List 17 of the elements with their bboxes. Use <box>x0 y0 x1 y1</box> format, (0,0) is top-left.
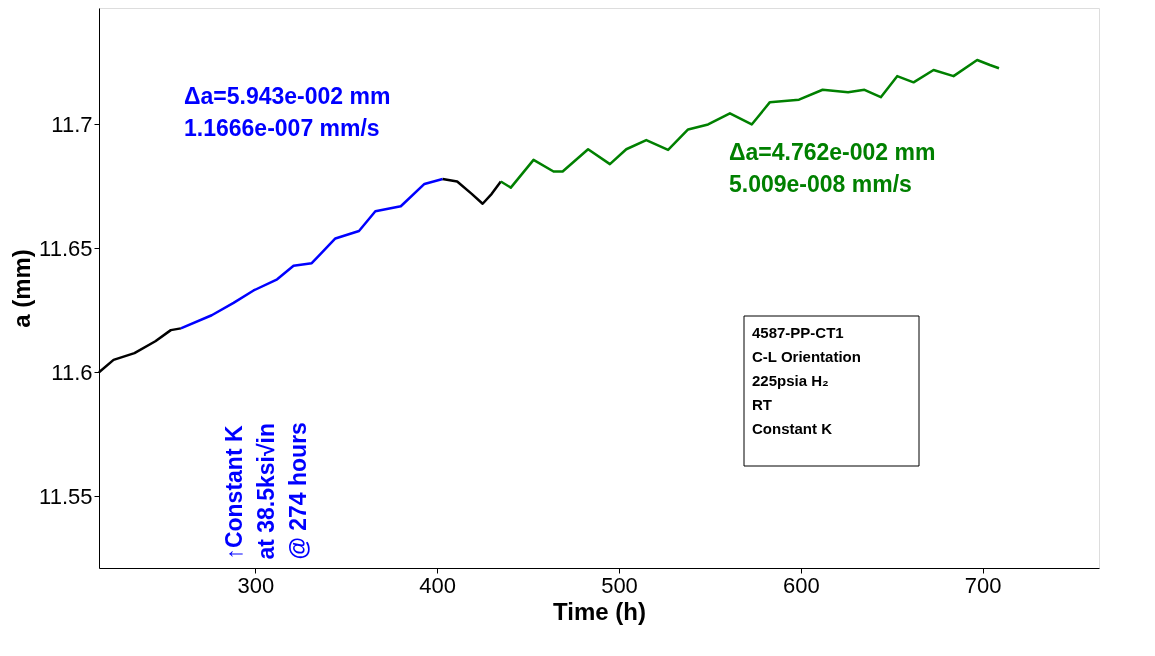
annotation: ↑Constant K at 38.5ksi√in @ 274 hours <box>221 422 311 560</box>
x-tick-label: 500 <box>601 572 638 598</box>
y-axis-title: a (mm) <box>8 249 36 328</box>
y-tick-label: 11.55 <box>39 483 93 509</box>
annotation: Δa=5.943e-002 mm 1.1666e-007 mm/s <box>184 83 391 142</box>
x-tick-label: 700 <box>964 572 1002 598</box>
y-tick-label: 11.65 <box>39 235 93 261</box>
x-tick-label: 600 <box>782 572 820 598</box>
x-tick-label: 300 <box>237 572 275 598</box>
line-series <box>179 177 444 330</box>
y-tick-label: 11.6 <box>51 359 93 385</box>
line-series <box>441 177 503 205</box>
x-axis-title: Time (h) <box>553 597 646 625</box>
annotation: 4587-PP-CT1 C-L Orientation 225psia H₂ RT Constant K <box>752 324 861 437</box>
x-tick-label: 400 <box>419 572 457 598</box>
y-tick-label: 11.7 <box>51 111 93 137</box>
annotation: Δa=4.762e-002 mm 5.009e-008 mm/s <box>729 139 936 198</box>
